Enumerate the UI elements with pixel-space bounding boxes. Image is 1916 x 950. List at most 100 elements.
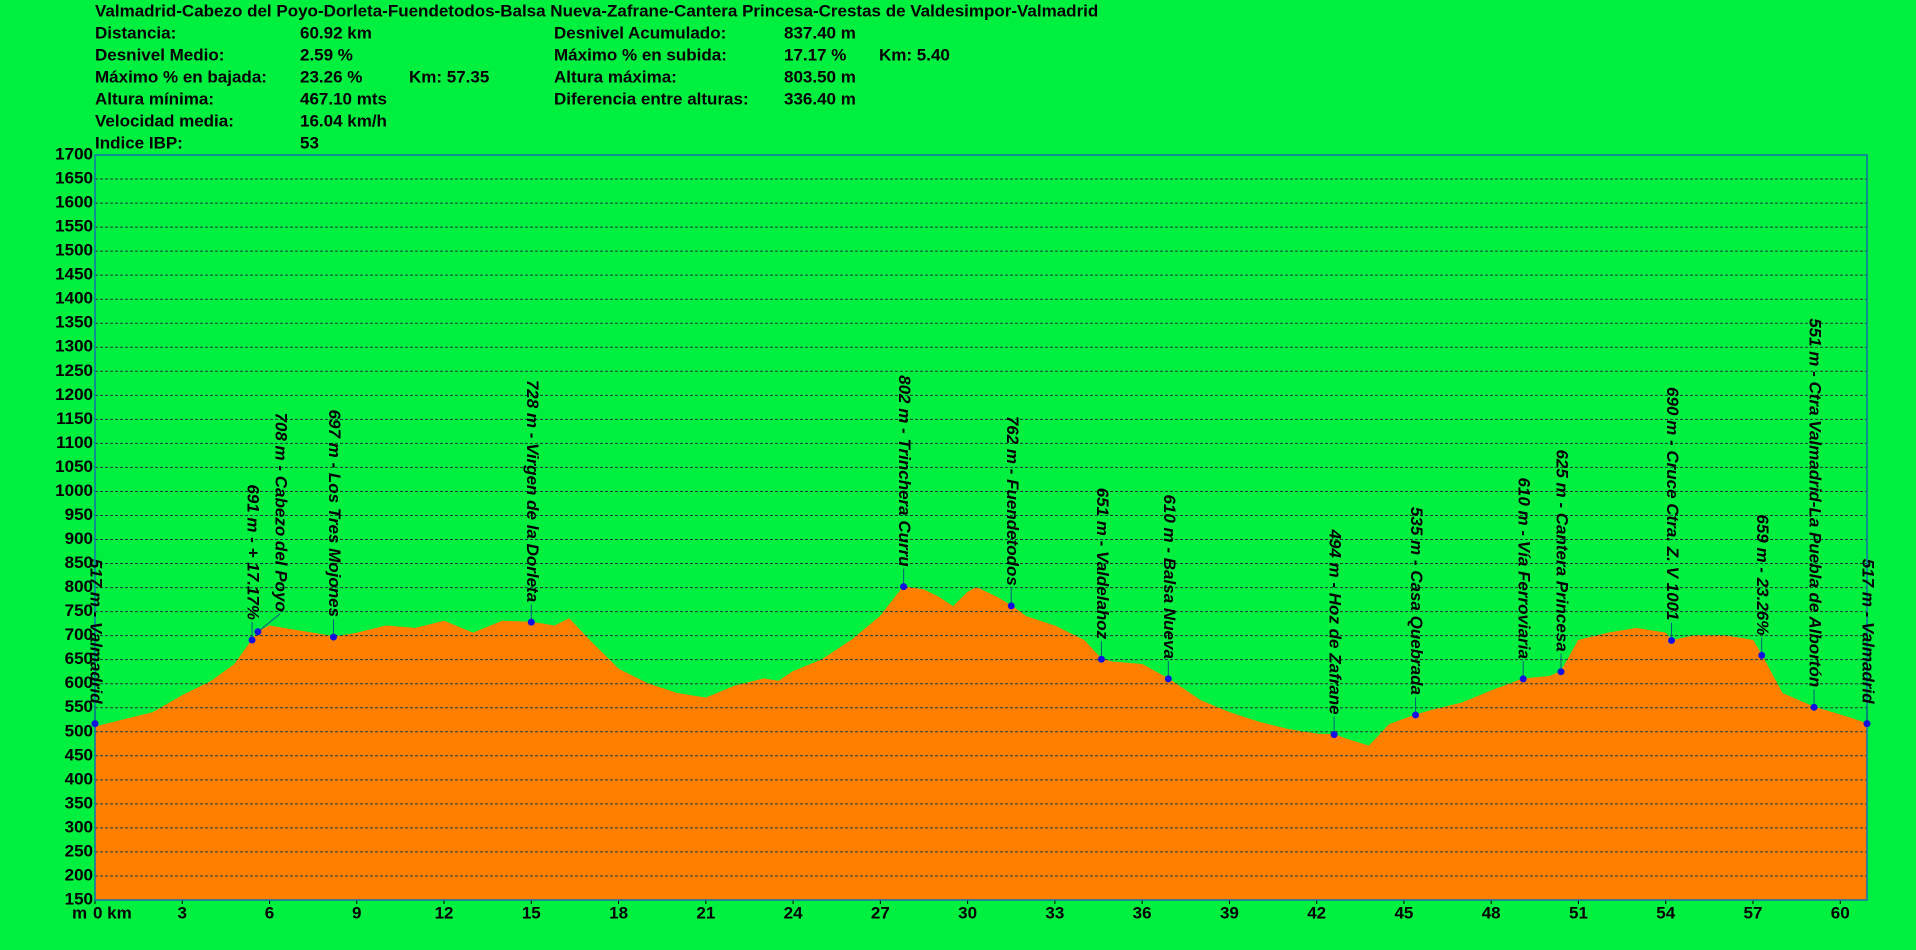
x-tick-label: 30 (958, 903, 977, 922)
waypoint-label: 802 m - Trinchera Curru (895, 375, 914, 567)
stat-label: Distancia: (95, 23, 176, 42)
stat-label: Velocidad media: (95, 111, 234, 130)
x-tick-label: 6 (265, 903, 274, 922)
waypoint-label: 494 m - Hoz de Zafrane (1326, 528, 1345, 714)
stat-value: 60.92 km (300, 23, 372, 42)
y-tick-label: 350 (65, 793, 93, 812)
y-tick-label: 1150 (56, 409, 93, 428)
waypoint (91, 720, 99, 728)
stat-extra: Km: 5.40 (879, 45, 950, 64)
y-tick-label: 200 (65, 865, 93, 884)
y-unit-label: m (72, 903, 87, 922)
y-tick-label: 1300 (55, 337, 93, 356)
x-tick-label: 15 (522, 903, 541, 922)
waypoint (248, 636, 256, 644)
waypoint (1412, 711, 1420, 719)
y-tick-label: 750 (65, 601, 93, 620)
stat-value: 23.26 % (300, 67, 362, 86)
plot-frame (94, 154, 1868, 901)
y-tick-label: 1600 (55, 193, 93, 212)
waypoint (330, 633, 338, 641)
waypoint (527, 618, 535, 626)
waypoint-label: 610 m - Vía Ferroviaria (1515, 477, 1534, 658)
y-tick-label: 1500 (55, 241, 93, 260)
y-tick-label: 400 (65, 769, 93, 788)
stat-value: 17.17 % (784, 45, 846, 64)
stat-value: 53 (300, 133, 319, 152)
waypoint (1668, 636, 1676, 644)
x-tick-label: 27 (871, 903, 890, 922)
stat-extra: Km: 57.35 (409, 67, 489, 86)
stat-value: 336.40 m (784, 89, 856, 108)
title: Valmadrid-Cabezo del Poyo-Dorleta-Fuende… (95, 1, 1098, 20)
waypoint-label: 651 m - Valdelahoz (1093, 488, 1112, 640)
waypoint-label: 625 m - Cantera Princesa (1553, 449, 1572, 651)
waypoint-label: 535 m - Casa Quebrada (1407, 507, 1426, 695)
waypoint-label: 691 m - + 17.17% (244, 484, 263, 620)
elevation-area (94, 586, 1868, 901)
waypoint (1557, 668, 1565, 676)
stat-label: Indice IBP: (95, 133, 183, 152)
x-tick-label: 60 (1831, 903, 1850, 922)
waypoint-label: 762 m - Fuendetodos (1003, 416, 1022, 586)
stat-label: Desnivel Medio: (95, 45, 224, 64)
y-tick-label: 950 (65, 505, 93, 524)
x-tick-label: 24 (784, 903, 803, 922)
x-tick-label: 12 (435, 903, 454, 922)
waypoint (1863, 720, 1871, 728)
y-tick-label: 650 (65, 649, 93, 668)
y-tick-label: 300 (65, 817, 93, 836)
waypoint-label: 728 m - Virgen de la Dorleta (523, 380, 542, 602)
y-tick-label: 1100 (56, 433, 93, 452)
y-tick-label: 1400 (55, 289, 93, 308)
stat-label: Diferencia entre alturas: (554, 89, 749, 108)
waypoint-label: 517 m - Valmadrid (87, 559, 106, 704)
y-tick-label: 1050 (55, 457, 93, 476)
waypoint-label: 697 m - Los Tres Mojones (325, 410, 344, 618)
y-tick-label: 500 (65, 721, 93, 740)
stat-label: Máximo % en bajada: (95, 67, 267, 86)
y-tick-label: 1350 (55, 313, 93, 332)
stat-value: 2.59 % (300, 45, 353, 64)
waypoint (1758, 651, 1766, 659)
x-tick-label: 57 (1744, 903, 1763, 922)
waypoint (1007, 602, 1015, 610)
stat-value: 803.50 m (784, 67, 856, 86)
x-tick-label: 18 (609, 903, 628, 922)
x-tick-label: 45 (1394, 903, 1413, 922)
y-tick-label: 1450 (55, 265, 93, 284)
stat-label: Altura máxima: (554, 67, 677, 86)
x-tick-label: 48 (1482, 903, 1501, 922)
waypoint (1330, 731, 1338, 739)
waypoint-label: 551 m - Ctra Valmadrid-La Puebla de Albo… (1806, 318, 1825, 687)
y-tick-label: 1200 (55, 385, 93, 404)
x-tick-label: 33 (1045, 903, 1064, 922)
stat-label: Altura mínima: (95, 89, 214, 108)
x-tick-label: 51 (1569, 903, 1588, 922)
y-tick-label: 1550 (55, 217, 93, 236)
y-tick-label: 550 (65, 697, 93, 716)
y-tick-label: 700 (65, 625, 93, 644)
y-tick-label: 1250 (55, 361, 93, 380)
x-tick-label: 54 (1656, 903, 1675, 922)
waypoint (900, 583, 908, 591)
x-tick-label: 36 (1133, 903, 1152, 922)
stat-label: Máximo % en subida: (554, 45, 727, 64)
y-tick-label: 600 (65, 673, 93, 692)
y-tick-label: 800 (65, 577, 93, 596)
leader-line (257, 613, 281, 633)
y-tick-label: 900 (65, 529, 93, 548)
waypoint-label: 517 m - Valmadrid (1859, 559, 1878, 704)
stat-label: Desnivel Acumulado: (554, 23, 726, 42)
y-tick-label: 450 (65, 745, 93, 764)
stat-value: 837.40 m (784, 23, 856, 42)
waypoint (1097, 655, 1105, 663)
y-tick-label: 150 (65, 889, 93, 908)
waypoint (254, 628, 262, 636)
y-tick-label: 250 (65, 841, 93, 860)
y-tick-label: 1000 (55, 481, 93, 500)
x-tick-label: 0 km (93, 903, 132, 922)
y-tick-label: 1700 (55, 144, 93, 163)
waypoint (1164, 675, 1172, 683)
